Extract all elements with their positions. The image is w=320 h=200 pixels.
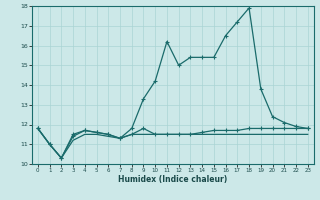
X-axis label: Humidex (Indice chaleur): Humidex (Indice chaleur) xyxy=(118,175,228,184)
